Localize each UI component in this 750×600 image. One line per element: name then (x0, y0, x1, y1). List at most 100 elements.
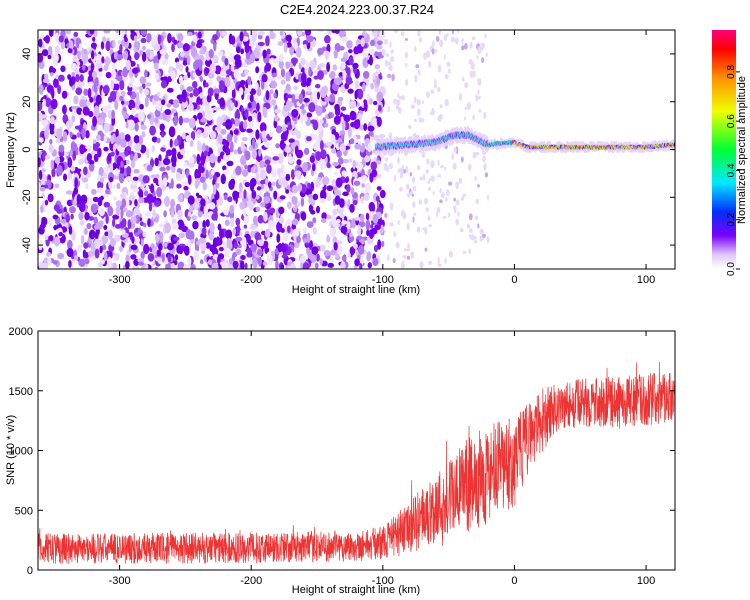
spectrogram-cell (360, 37, 365, 48)
spectrogram-cell (112, 214, 120, 220)
spectrogram-cell (77, 50, 81, 60)
spectrogram-cell (154, 266, 159, 269)
spectrogram-cell (278, 216, 284, 224)
spectrogram-cell (50, 159, 55, 170)
spectrogram-cell (393, 231, 397, 238)
spectrogram-cell (133, 117, 139, 124)
spectrogram-cell (230, 173, 236, 179)
spectrogram-cell (437, 159, 440, 167)
spectrogram-cell (354, 216, 360, 221)
spectrogram-cell (116, 75, 123, 82)
spectrogram-cell (144, 212, 152, 217)
spectrogram-cell (342, 69, 347, 81)
spectrogram-cell (47, 45, 53, 56)
spectrogram-cell (280, 227, 285, 233)
spectrogram-cell (370, 161, 378, 171)
spectrogram-cell (263, 195, 271, 204)
spectrogram-cell (182, 60, 188, 66)
spectrogram-cell (207, 79, 213, 86)
spectrogram-cell (155, 257, 163, 262)
spectrogram-cell (209, 63, 217, 74)
spectrogram-cell (393, 174, 396, 183)
spectrogram-cell (385, 53, 390, 57)
spectrogram-cell (225, 229, 233, 240)
spectrogram-cell (161, 252, 165, 263)
spectrogram-cell (328, 221, 333, 227)
spectrogram-cell (41, 168, 46, 173)
spectrogram-cell (340, 106, 347, 111)
spectrogram-cell (154, 200, 161, 207)
spectrogram-cell (263, 83, 269, 90)
spectrogram-cell (97, 116, 105, 126)
spectrogram-cell (412, 201, 416, 208)
spectrogram-cell (191, 215, 197, 221)
spectrogram-cell (310, 133, 318, 141)
spectrogram-cell (476, 55, 479, 60)
spectrogram-cell (341, 63, 346, 70)
spectrogram-cell (139, 103, 144, 110)
spectrogram-cell (44, 199, 49, 206)
x-tick-label: 0 (511, 575, 517, 587)
spectrogram-cell (459, 227, 464, 233)
spectrogram-cell (251, 148, 257, 160)
spectrogram-cell (446, 61, 451, 67)
spectrogram-cell (68, 225, 73, 235)
spectrogram-cell (439, 188, 442, 194)
spectrogram-cell (366, 93, 371, 101)
spectrogram-cell (315, 105, 323, 117)
spectrogram-cell (123, 113, 130, 119)
spectrogram-cell (112, 184, 116, 189)
spectrogram-cell (189, 92, 194, 98)
spectrogram-cell (474, 175, 477, 182)
spectrogram-cell (225, 119, 232, 130)
spectrogram-cell (297, 30, 303, 36)
spectrogram-cell (372, 72, 376, 81)
spectrogram-cell (291, 157, 296, 163)
spectrogram-cell (296, 235, 301, 244)
spectrogram-cell (351, 218, 356, 229)
spectrogram-cell (67, 157, 73, 168)
spectrogram-cell (90, 203, 98, 214)
spectrogram-cell (40, 223, 46, 229)
spectrogram-cell (208, 49, 214, 59)
spectrogram-cell (58, 144, 65, 153)
spectrogram-cell (372, 100, 378, 106)
spectrogram-cell (142, 45, 146, 51)
spectrogram-cell (367, 125, 375, 132)
spectrogram-cell (105, 71, 112, 79)
spectrogram-cell (211, 169, 215, 176)
spectrogram-cell (406, 183, 410, 190)
spectrogram-cell (164, 242, 168, 248)
spectrogram-cell (98, 262, 103, 268)
colorbar-tick-label: 0.0 (726, 262, 737, 276)
spectrogram-cell (190, 46, 198, 58)
spectrogram-cell (56, 128, 63, 140)
spectrogram-cell (386, 61, 391, 66)
spectrogram-cell (235, 165, 242, 176)
spectrogram-cell (367, 142, 372, 153)
spectrogram-cell (205, 111, 213, 121)
spectrogram-cell (300, 57, 306, 66)
spectrogram-cell (138, 197, 145, 204)
spectrogram-cell (98, 207, 105, 217)
spectrogram-cell (329, 70, 336, 79)
spectrogram-cell (311, 91, 318, 102)
spectrogram-cell (330, 134, 336, 143)
spectrogram-cell (62, 131, 68, 142)
spectrogram-cell (370, 82, 375, 90)
spectrogram-cell (418, 37, 423, 43)
spectrogram-cell (71, 230, 76, 241)
spectrogram-cell (44, 234, 49, 241)
spectrogram-cell (391, 73, 395, 82)
spectrogram-cell (170, 70, 176, 80)
spectrogram-cell (255, 195, 260, 200)
spectrogram-cell (314, 83, 321, 89)
spectrogram-cell (315, 253, 320, 262)
spectrogram-cell (78, 43, 83, 52)
spectrogram-cell (167, 33, 172, 44)
spectrogram-cell (416, 164, 421, 171)
spectrogram-cell (143, 243, 150, 255)
spectrogram-cell (333, 115, 341, 125)
spectrogram-cell (240, 254, 246, 260)
spectrogram-cell (50, 72, 54, 77)
